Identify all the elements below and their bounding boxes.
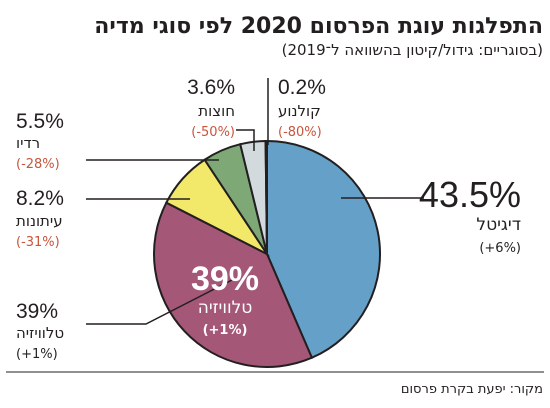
- chart-title: התפלגות עוגת הפרסום 2020 לפי סוגי מדיה: [94, 14, 543, 39]
- pie-slice-tv: [153, 201, 314, 368]
- label-pct-radio: 5.5%: [16, 110, 64, 133]
- label-pct-tv: 39%: [16, 300, 58, 323]
- label-name-cinema: קולנוע: [278, 102, 321, 120]
- label-change-radio: (-28%): [16, 157, 60, 172]
- label-name-tv: טלוויזיה: [16, 324, 64, 342]
- pie-slice-cinema: [264, 139, 268, 255]
- label-change-tv: (+1%): [16, 347, 58, 362]
- leader-lines: [86, 78, 424, 325]
- source-note: מקור: יפעת בקרת פרסום: [401, 382, 543, 397]
- label-change-outdoor: (-50%): [191, 125, 235, 140]
- label-name-radio: רדיו: [16, 134, 40, 152]
- label-name-newspapers: עיתונות: [16, 212, 63, 230]
- label-change-digital: (+6%): [479, 241, 521, 256]
- leader-line-tv: [86, 279, 233, 325]
- label-pct-digital: 43.5%: [419, 174, 521, 215]
- inner-name-tv: טלוויזיה: [198, 298, 253, 318]
- label-pct-newspapers: 8.2%: [16, 187, 64, 210]
- inner-change-tv: (+1%): [203, 323, 248, 338]
- label-name-outdoor: חוצות: [198, 102, 235, 120]
- label-pct-outdoor: 3.6%: [187, 76, 235, 99]
- chart-subtitle: (בסוגריים: גידול/קיטון בהשוואה ל־2019): [282, 41, 543, 59]
- label-pct-cinema: 0.2%: [278, 76, 326, 99]
- inner-pct-tv: 39%: [191, 260, 259, 298]
- label-change-cinema: (-80%): [278, 125, 322, 140]
- label-change-newspapers: (-31%): [16, 235, 60, 250]
- label-name-digital: דיגיטל: [476, 215, 521, 235]
- pie-slice-digital: [266, 139, 382, 360]
- pie-slices: [153, 139, 382, 368]
- leader-line-outdoor: [236, 129, 255, 151]
